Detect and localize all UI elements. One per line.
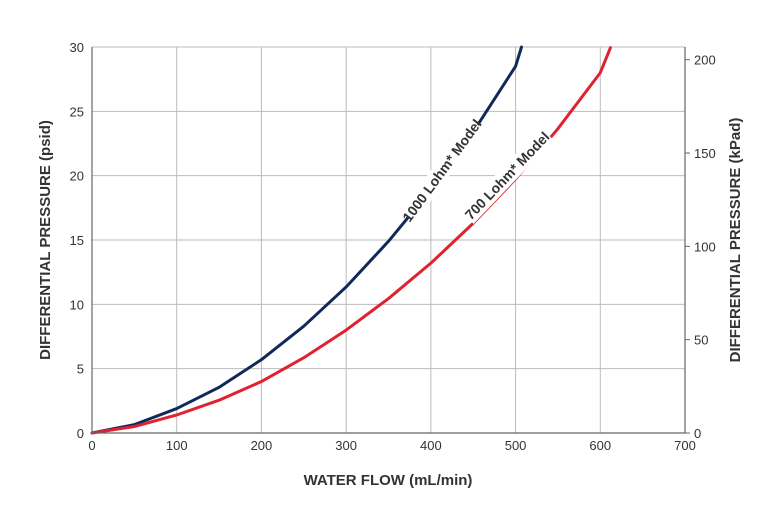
grid-lines [91, 46, 686, 434]
x-tick-label: 0 [88, 438, 95, 453]
x-tick-label: 300 [335, 438, 357, 453]
x-tick-label: 600 [589, 438, 611, 453]
y2-tick-label: 0 [694, 426, 701, 441]
y-tick-label: 30 [70, 40, 84, 55]
curve-label-background [460, 127, 554, 224]
y-tick-label: 10 [70, 297, 84, 312]
y2-axis-title: DIFFERENTIAL PRESSURE (kPad) [727, 118, 744, 363]
y-tick-label: 0 [77, 426, 84, 441]
y-axis-title: DIFFERENTIAL PRESSURE (psid) [37, 120, 54, 360]
y2-tick-label: 100 [694, 239, 716, 254]
series-lines [90, 45, 612, 435]
x-axis-title: WATER FLOW (mL/min) [304, 472, 473, 489]
y2-tick-label: 200 [694, 53, 716, 68]
y2-tick-label: 50 [694, 333, 708, 348]
y2-tick-label: 150 [694, 146, 716, 161]
x-tick-label: 200 [251, 438, 273, 453]
x-tick-label: 100 [166, 438, 188, 453]
y-tick-label: 15 [70, 233, 84, 248]
curve-label-background [400, 118, 484, 223]
x-tick-label: 500 [505, 438, 527, 453]
x-tick-label: 400 [420, 438, 442, 453]
y-tick-label: 20 [70, 169, 84, 184]
series-line-700 [90, 46, 612, 435]
x-tick-label: 700 [674, 438, 696, 453]
axes [91, 47, 690, 434]
series-line-1000 [90, 45, 523, 435]
y-tick-label: 5 [77, 362, 84, 377]
y-tick-label: 25 [70, 104, 84, 119]
tick-labels: 0 100 200 300 400 500 600 700051015202530050100… [70, 40, 716, 453]
